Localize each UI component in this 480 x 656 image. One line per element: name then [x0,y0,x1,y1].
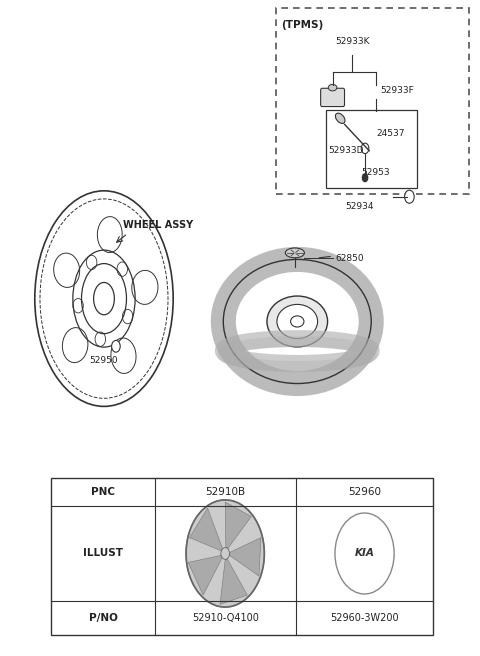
Circle shape [362,173,368,182]
Text: 52933D: 52933D [328,146,364,155]
FancyBboxPatch shape [321,89,345,106]
Ellipse shape [290,316,304,327]
Text: 52953: 52953 [362,168,390,177]
Polygon shape [190,508,222,550]
Ellipse shape [186,500,264,607]
Text: (TPMS): (TPMS) [281,20,324,30]
Polygon shape [229,538,261,576]
Circle shape [361,143,369,154]
Ellipse shape [277,304,318,338]
Circle shape [405,190,414,203]
Ellipse shape [221,548,229,560]
Ellipse shape [336,113,345,123]
Text: 52960-3W200: 52960-3W200 [330,613,399,623]
Text: 52934: 52934 [345,202,373,211]
Text: KIA: KIA [355,548,374,558]
Text: 52933K: 52933K [335,37,370,47]
Text: 52910-Q4100: 52910-Q4100 [192,613,259,623]
Ellipse shape [267,296,327,347]
Text: 52950: 52950 [90,356,118,365]
Circle shape [112,340,120,352]
Polygon shape [225,502,252,548]
Text: 52960: 52960 [348,487,381,497]
Polygon shape [188,556,222,595]
Ellipse shape [328,85,337,91]
Polygon shape [220,559,247,604]
Text: 24537: 24537 [376,129,405,138]
Ellipse shape [222,548,229,558]
Text: 62850: 62850 [336,254,364,262]
Text: P/NO: P/NO [89,613,118,623]
Ellipse shape [335,513,394,594]
Text: ILLUST: ILLUST [83,548,123,558]
Ellipse shape [285,248,304,258]
Text: 52933F: 52933F [381,87,415,95]
Text: WHEEL ASSY: WHEEL ASSY [123,220,193,230]
Text: 52910B: 52910B [205,487,245,497]
Text: PNC: PNC [91,487,115,497]
